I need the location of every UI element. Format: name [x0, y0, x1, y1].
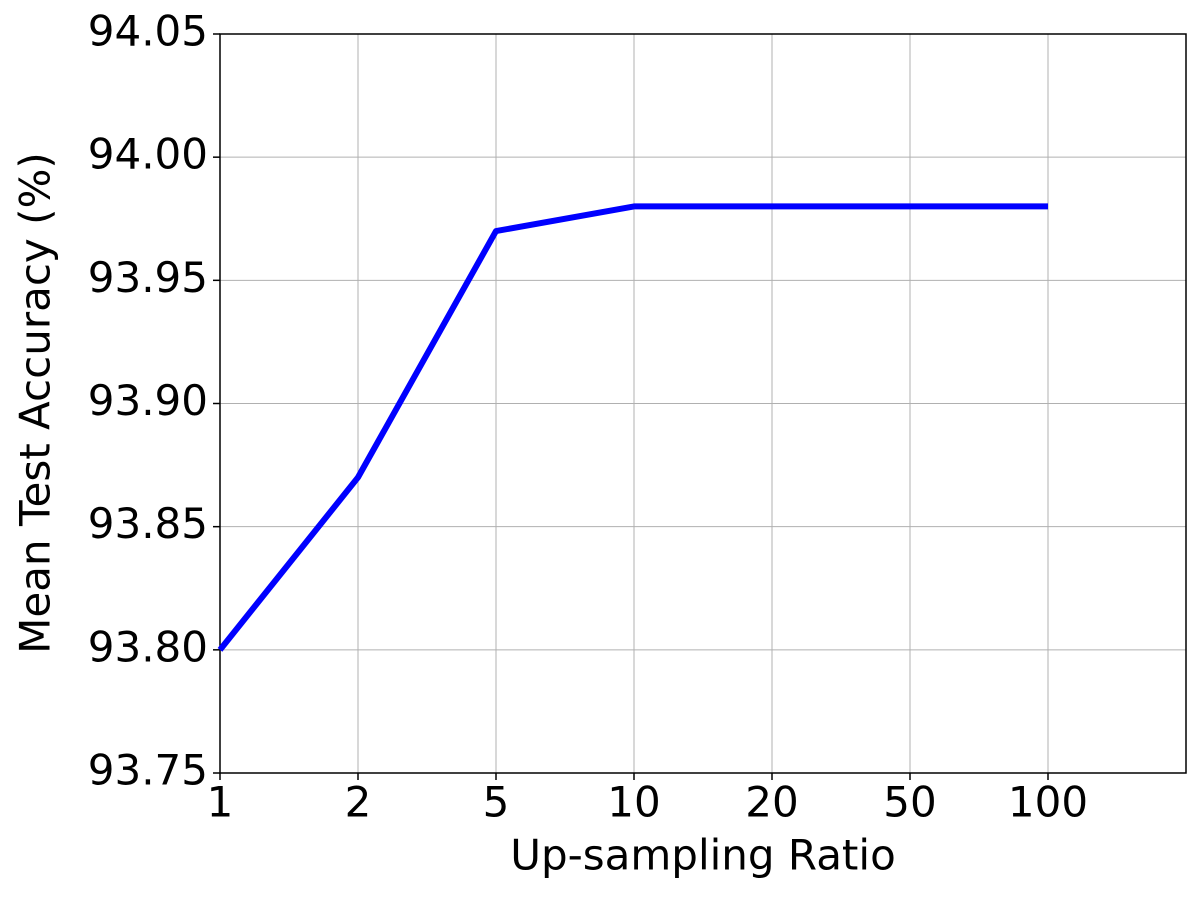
x-tick-label: 1 — [207, 778, 234, 827]
y-tick-label: 94.00 — [88, 130, 208, 179]
x-tick-label: 5 — [483, 778, 510, 827]
x-axis-label: Up-sampling Ratio — [510, 831, 896, 880]
x-tick-label: 20 — [745, 778, 798, 827]
data-line — [217, 203, 1048, 652]
x-tick-label: 2 — [345, 778, 372, 827]
x-tick-label: 100 — [1008, 778, 1088, 827]
y-tick-label: 93.90 — [88, 376, 208, 425]
y-tick-label: 93.85 — [88, 499, 208, 548]
y-tick-label: 93.95 — [88, 253, 208, 302]
y-tick-label: 93.75 — [88, 746, 208, 795]
plot-frame — [219, 33, 1187, 774]
y-tick-label: 93.80 — [88, 622, 208, 671]
y-axis-label: Mean Test Accuracy (%) — [11, 152, 60, 654]
x-tick-label: 50 — [883, 778, 936, 827]
y-tick-label: 94.05 — [88, 7, 208, 56]
x-tick-label: 10 — [607, 778, 660, 827]
